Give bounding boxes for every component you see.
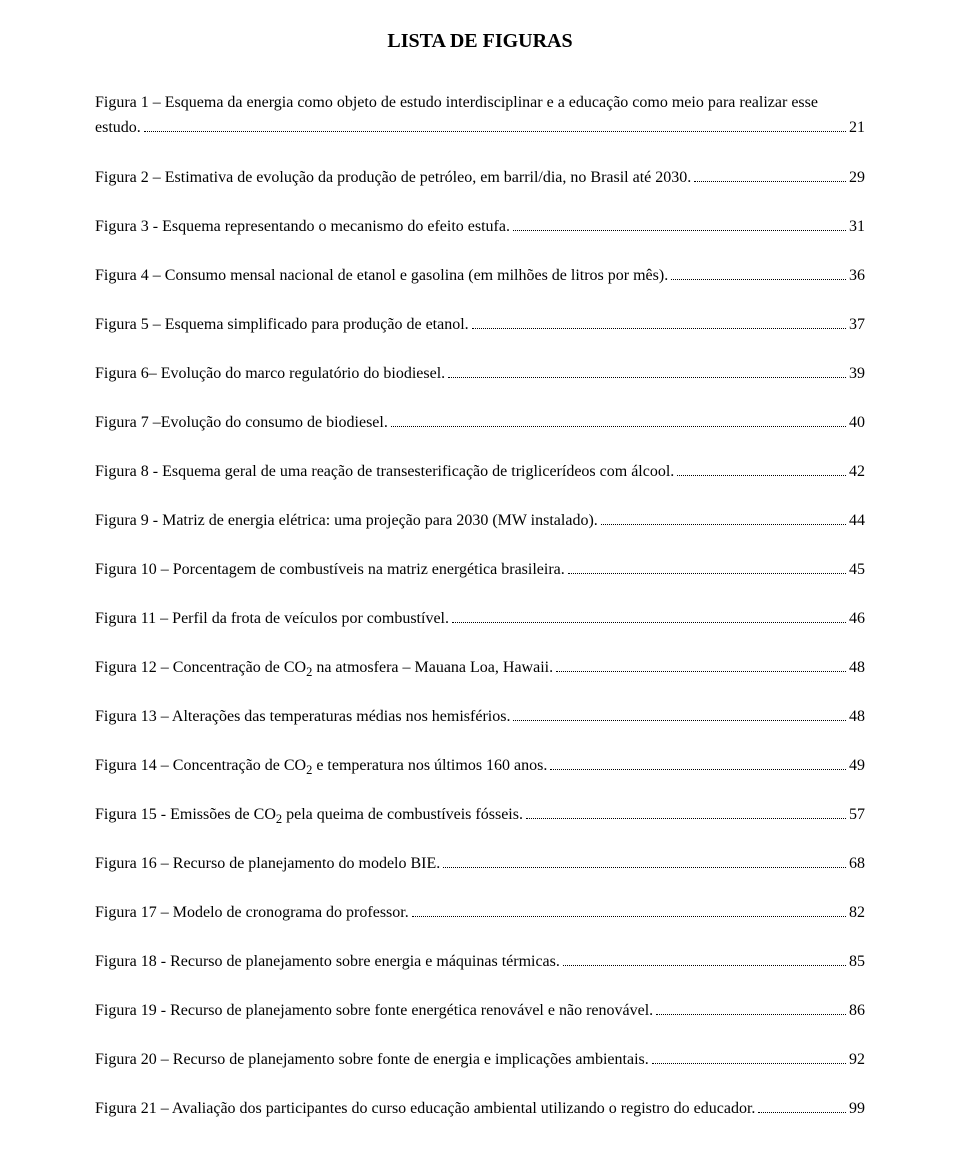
figure-entry: Figura 6– Evolução do marco regulatório …	[95, 362, 865, 386]
figure-entry-page: 49	[849, 754, 865, 778]
dot-leader	[472, 314, 846, 328]
figure-entry-page: 36	[849, 264, 865, 288]
dot-leader	[412, 902, 846, 916]
dot-leader	[677, 461, 846, 475]
figure-entry-page: 82	[849, 901, 865, 925]
figure-entry-label: Figura 12 – Concentração de CO2 na atmos…	[95, 656, 553, 680]
dot-leader	[513, 706, 846, 720]
figure-list: Figura 1 – Esquema da energia como objet…	[95, 91, 865, 1121]
document-page: LISTA DE FIGURAS Figura 1 – Esquema da e…	[0, 0, 960, 1176]
figure-entry: Figura 13 – Alterações das temperaturas …	[95, 705, 865, 729]
figure-entry-page: 46	[849, 607, 865, 631]
figure-entry-label: Figura 19 - Recurso de planejamento sobr…	[95, 999, 653, 1023]
dot-leader	[443, 853, 846, 867]
dot-leader	[448, 363, 846, 377]
figure-entry-label: Figura 8 - Esquema geral de uma reação d…	[95, 460, 674, 484]
figure-entry-label: Figura 2 – Estimativa de evolução da pro…	[95, 166, 691, 190]
figure-entry-page: 92	[849, 1048, 865, 1072]
figure-entry: Figura 4 – Consumo mensal nacional de et…	[95, 264, 865, 288]
figure-entry: Figura 12 – Concentração de CO2 na atmos…	[95, 656, 865, 680]
figure-entry: Figura 15 - Emissões de CO2 pela queima …	[95, 803, 865, 827]
dot-leader	[563, 951, 846, 965]
figure-entry-page: 37	[849, 313, 865, 337]
figure-entry: Figura 2 – Estimativa de evolução da pro…	[95, 166, 865, 190]
figure-entry: Figura 7 –Evolução do consumo de biodies…	[95, 411, 865, 435]
figure-entry-label: Figura 11 – Perfil da frota de veículos …	[95, 607, 449, 631]
figure-entry-label: Figura 16 – Recurso de planejamento do m…	[95, 852, 440, 876]
dot-leader	[452, 608, 846, 622]
figure-entry: Figura 21 – Avaliação dos participantes …	[95, 1097, 865, 1121]
figure-entry: Figura 3 - Esquema representando o mecan…	[95, 215, 865, 239]
figure-entry: Figura 17 – Modelo de cronograma do prof…	[95, 901, 865, 925]
figure-entry-page: 42	[849, 460, 865, 484]
dot-leader	[694, 167, 846, 181]
page-title: LISTA DE FIGURAS	[95, 30, 865, 53]
figure-entry-page: 29	[849, 166, 865, 190]
dot-leader	[550, 755, 846, 769]
figure-entry-label: Figura 20 – Recurso de planejamento sobr…	[95, 1048, 649, 1072]
figure-entry-label: Figura 6– Evolução do marco regulatório …	[95, 362, 445, 386]
dot-leader	[671, 265, 846, 279]
figure-entry: Figura 16 – Recurso de planejamento do m…	[95, 852, 865, 876]
figure-entry: Figura 14 – Concentração de CO2 e temper…	[95, 754, 865, 778]
figure-entry-page: 99	[849, 1097, 865, 1121]
dot-leader	[526, 804, 846, 818]
figure-entry-label: Figura 17 – Modelo de cronograma do prof…	[95, 901, 409, 925]
figure-entry-page: 48	[849, 705, 865, 729]
dot-leader	[568, 559, 846, 573]
figure-entry-label: Figura 5 – Esquema simplificado para pro…	[95, 313, 469, 337]
figure-entry-page: 48	[849, 656, 865, 680]
figure-entry: Figura 11 – Perfil da frota de veículos …	[95, 607, 865, 631]
figure-entry-label: estudo.	[95, 116, 141, 141]
dot-leader	[391, 412, 846, 426]
figure-entry: Figura 8 - Esquema geral de uma reação d…	[95, 460, 865, 484]
figure-entry-page: 85	[849, 950, 865, 974]
dot-leader	[601, 510, 846, 524]
figure-entry: Figura 1 – Esquema da energia como objet…	[95, 91, 865, 141]
figure-entry-label: Figura 3 - Esquema representando o mecan…	[95, 215, 510, 239]
figure-entry-label: Figura 13 – Alterações das temperaturas …	[95, 705, 510, 729]
figure-entry: Figura 19 - Recurso de planejamento sobr…	[95, 999, 865, 1023]
figure-entry-page: 40	[849, 411, 865, 435]
figure-entry-label: Figura 9 - Matriz de energia elétrica: u…	[95, 509, 598, 533]
figure-entry-page: 21	[849, 116, 865, 141]
dot-leader	[758, 1098, 846, 1112]
figure-entry: Figura 5 – Esquema simplificado para pro…	[95, 313, 865, 337]
dot-leader	[144, 117, 846, 131]
dot-leader	[513, 216, 846, 230]
figure-entry-page: 44	[849, 509, 865, 533]
figure-entry-page: 31	[849, 215, 865, 239]
figure-entry-label: Figura 4 – Consumo mensal nacional de et…	[95, 264, 668, 288]
figure-entry: Figura 10 – Porcentagem de combustíveis …	[95, 558, 865, 582]
figure-entry-label: Figura 21 – Avaliação dos participantes …	[95, 1097, 755, 1121]
figure-entry-page: 57	[849, 803, 865, 827]
figure-entry: Figura 18 - Recurso de planejamento sobr…	[95, 950, 865, 974]
figure-entry: Figura 9 - Matriz de energia elétrica: u…	[95, 509, 865, 533]
figure-entry-page: 68	[849, 852, 865, 876]
dot-leader	[556, 657, 846, 671]
dot-leader	[656, 1000, 846, 1014]
figure-entry-label: Figura 7 –Evolução do consumo de biodies…	[95, 411, 388, 435]
figure-entry-label: Figura 10 – Porcentagem de combustíveis …	[95, 558, 565, 582]
figure-entry-page: 45	[849, 558, 865, 582]
figure-entry-label: Figura 1 – Esquema da energia como objet…	[95, 91, 865, 116]
figure-entry-page: 39	[849, 362, 865, 386]
figure-entry-label: Figura 15 - Emissões de CO2 pela queima …	[95, 803, 523, 827]
figure-entry-page: 86	[849, 999, 865, 1023]
figure-entry-label: Figura 14 – Concentração de CO2 e temper…	[95, 754, 547, 778]
figure-entry-label: Figura 18 - Recurso de planejamento sobr…	[95, 950, 560, 974]
dot-leader	[652, 1049, 846, 1063]
figure-entry: Figura 20 – Recurso de planejamento sobr…	[95, 1048, 865, 1072]
